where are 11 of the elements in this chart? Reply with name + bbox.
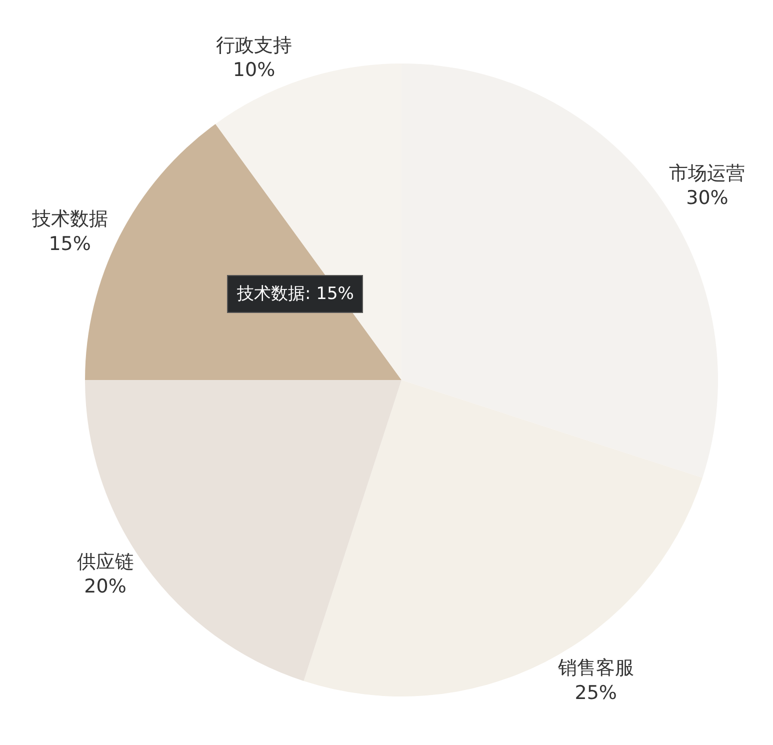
data-label: 15% [48, 232, 91, 255]
slice-label: 行政支持 [216, 34, 292, 57]
data-label: 25% [574, 682, 617, 704]
slice-label: 技术数据 [30, 208, 108, 230]
data-label: 10% [232, 59, 276, 82]
data-label: 30% [686, 187, 728, 210]
data-label: 20% [84, 575, 126, 598]
slice-label: 供应链 [76, 550, 134, 573]
text: 技术数据: 15% [236, 284, 354, 304]
slice-label: 市场运营 [669, 162, 746, 185]
slice-label: 销售客服 [556, 657, 634, 680]
